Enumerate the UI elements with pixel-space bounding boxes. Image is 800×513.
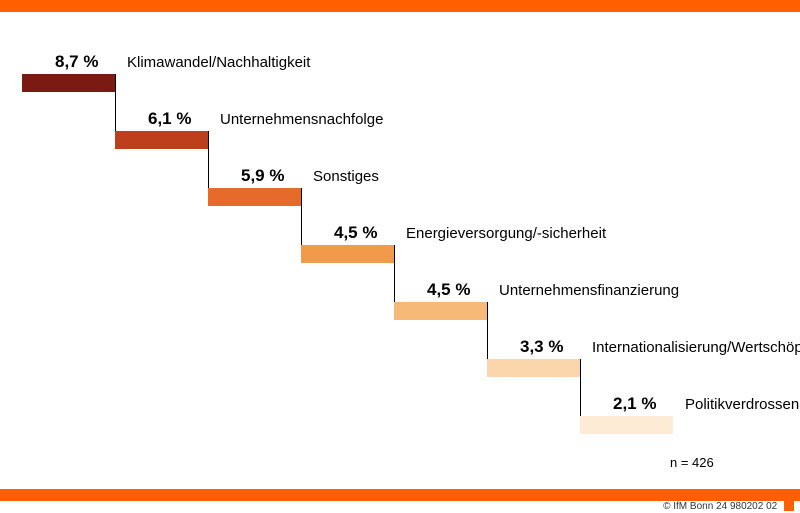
waterfall-connector xyxy=(394,245,395,302)
waterfall-connector xyxy=(301,188,302,245)
waterfall-bar xyxy=(208,188,301,206)
waterfall-pct: 4,5 % xyxy=(427,280,470,300)
waterfall-connector xyxy=(115,74,116,131)
waterfall-label: Unternehmensfinanzierung xyxy=(499,282,679,299)
waterfall-label: Sonstiges xyxy=(313,168,379,185)
waterfall-label: Politikverdrossenheit xyxy=(685,396,800,413)
waterfall-bar xyxy=(580,416,673,434)
waterfall-pct: 2,1 % xyxy=(613,394,656,414)
waterfall-bar xyxy=(22,74,115,92)
waterfall-chart: 8,7 % Klimawandel/Nachhaltigkeit 6,1 % Unte… xyxy=(0,30,800,470)
waterfall-pct: 5,9 % xyxy=(241,166,284,186)
waterfall-connector xyxy=(208,131,209,188)
bottom-brand-bar xyxy=(0,489,800,501)
waterfall-connector xyxy=(487,302,488,359)
brand-square-icon xyxy=(784,501,794,511)
waterfall-bar xyxy=(394,302,487,320)
waterfall-bar xyxy=(115,131,208,149)
waterfall-pct: 6,1 % xyxy=(148,109,191,129)
waterfall-bar xyxy=(301,245,394,263)
top-brand-bar xyxy=(0,0,800,12)
waterfall-pct: 4,5 % xyxy=(334,223,377,243)
waterfall-label: Internationalisierung/Wertschöpfungskett… xyxy=(592,339,800,356)
waterfall-label: Unternehmensnachfolge xyxy=(220,111,383,128)
sample-size-note: n = 426 xyxy=(670,455,714,470)
waterfall-connector xyxy=(580,359,581,416)
waterfall-label: Energieversorgung/-sicherheit xyxy=(406,225,606,242)
copyright-line: © IfM Bonn 24 980202 02 xyxy=(0,501,800,513)
waterfall-label: Klimawandel/Nachhaltigkeit xyxy=(127,54,310,71)
copyright-text: © IfM Bonn 24 980202 02 xyxy=(663,501,777,512)
waterfall-pct: 8,7 % xyxy=(55,52,98,72)
waterfall-bar xyxy=(487,359,580,377)
waterfall-pct: 3,3 % xyxy=(520,337,563,357)
